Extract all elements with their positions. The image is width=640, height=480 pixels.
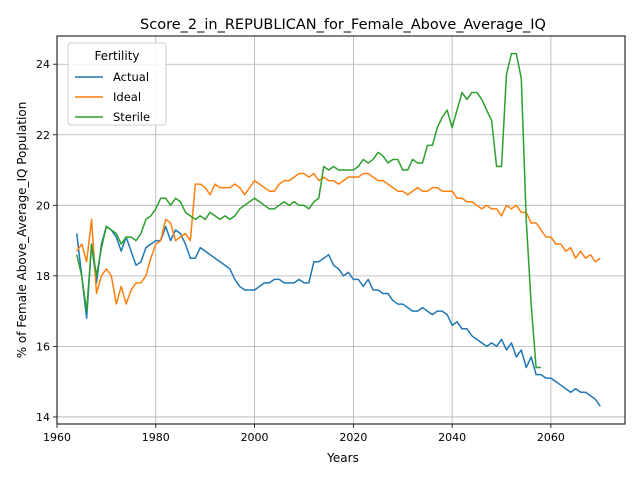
y-tick-label: 24 xyxy=(36,58,50,71)
y-tick-label: 18 xyxy=(36,270,50,283)
series-line-sterile xyxy=(76,52,542,369)
y-axis-label: % of Female Above_Average_IQ Population xyxy=(15,102,29,359)
series-lines xyxy=(76,52,601,407)
x-tick-label: 2040 xyxy=(438,431,466,444)
x-tick-label: 2020 xyxy=(339,431,367,444)
series-line-ideal xyxy=(76,172,601,305)
x-tick-label: 2000 xyxy=(241,431,269,444)
plot-frame xyxy=(56,35,626,425)
grid-lines xyxy=(56,36,625,424)
y-tick-label: 16 xyxy=(36,340,50,353)
axis-ticks: 1960 1980 2000 2020 2040 2060 14 16 18 20 22 24 xyxy=(36,58,565,444)
x-tick-label: 1960 xyxy=(43,431,71,444)
legend: Fertility Actual Ideal Sterile xyxy=(67,42,167,126)
series-line-actual xyxy=(76,225,601,407)
legend-label-ideal: Ideal xyxy=(113,90,141,104)
x-tick-label: 1980 xyxy=(142,431,170,444)
legend-title: Fertility xyxy=(94,49,139,63)
legend-box xyxy=(67,42,167,126)
legend-label-actual: Actual xyxy=(113,70,149,84)
x-axis-label: Years xyxy=(326,451,359,465)
legend-label-sterile: Sterile xyxy=(113,110,150,124)
y-tick-label: 20 xyxy=(36,199,50,212)
x-tick-label: 2060 xyxy=(537,431,565,444)
chart-title: Score_2_in_REPUBLICAN_for_Female_Above_A… xyxy=(140,17,546,33)
legend-items: Actual Ideal Sterile xyxy=(75,70,150,124)
y-tick-label: 22 xyxy=(36,129,50,142)
y-tick-label: 14 xyxy=(36,411,50,424)
